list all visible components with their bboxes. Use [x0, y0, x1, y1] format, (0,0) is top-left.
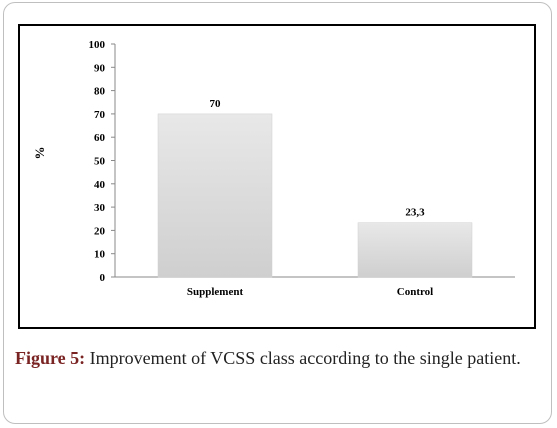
- data-labels: 70 23,3: [210, 98, 426, 219]
- y-tick-label: 70: [94, 109, 106, 121]
- y-tick-label: 40: [94, 179, 106, 191]
- data-label: 70: [210, 98, 222, 110]
- y-tick-label: 20: [94, 225, 106, 237]
- caption-label: Figure 5:: [15, 348, 86, 368]
- y-tick-label: 0: [100, 272, 106, 284]
- y-tick-label: 60: [94, 132, 106, 144]
- y-tick-label: 80: [94, 86, 106, 98]
- caption-text: Improvement of VCSS class according to t…: [89, 348, 521, 368]
- bars: [157, 113, 473, 278]
- bar-control: [357, 222, 473, 278]
- y-tick-label: 10: [94, 249, 106, 261]
- y-tick-label: 50: [94, 156, 106, 168]
- category-label: Control: [397, 286, 433, 298]
- category-label: Supplement: [187, 286, 244, 298]
- y-tick-label: 100: [89, 39, 106, 51]
- chart-box: % 0 10 20 30 40 50 60 70 80 90 100 70 23,3 Suppleme…: [18, 24, 536, 329]
- x-axis-categories: Supplement Control: [187, 286, 433, 298]
- bar-chart: % 0 10 20 30 40 50 60 70 80 90 100 70 23,3 Suppleme…: [32, 39, 515, 298]
- y-tick-label: 30: [94, 202, 106, 214]
- bar-supplement: [157, 113, 273, 278]
- y-tick-label: 90: [94, 62, 106, 74]
- y-axis-label: %: [32, 147, 47, 160]
- figure-caption: Figure 5: Improvement of VCSS class acco…: [15, 347, 545, 370]
- data-label: 23,3: [405, 207, 425, 219]
